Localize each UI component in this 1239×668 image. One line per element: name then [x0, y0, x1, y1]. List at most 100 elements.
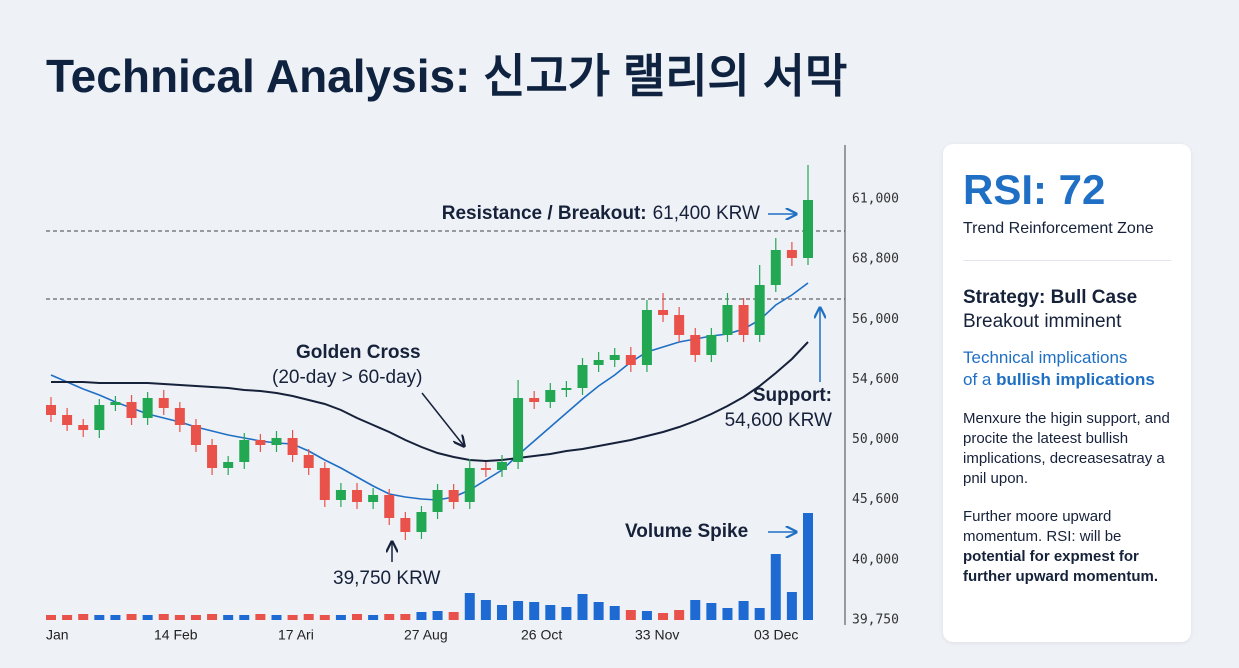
volume-bar: [190, 615, 201, 620]
volume-bar: [561, 607, 572, 620]
volume-bar: [496, 605, 507, 620]
y-tick-label: 61,000: [852, 192, 899, 207]
candle-body: [803, 200, 813, 258]
implications: Technical implications of a bullish impli…: [963, 347, 1171, 391]
candle-body: [174, 408, 185, 425]
volume-bar: [754, 608, 765, 620]
volume-bar: [94, 615, 105, 620]
x-tick-label: 14 Feb: [154, 627, 198, 643]
volume-bar: [625, 610, 636, 620]
rsi: RSI: 72: [963, 166, 1106, 213]
volume-bar: [207, 614, 218, 620]
volume-bar: [110, 615, 121, 620]
volume-bar: [706, 603, 717, 620]
x-tick-label: Jan: [46, 627, 69, 643]
volume-bar: [319, 615, 330, 620]
candle-body: [770, 250, 781, 285]
volume-bar: [529, 602, 540, 620]
candle-body: [706, 335, 717, 355]
support-label: Support:: [753, 385, 832, 406]
strategy-note: Breakout imminent: [963, 311, 1122, 332]
x-tick-label: 26 Oct: [521, 627, 562, 643]
candle-body: [319, 468, 330, 500]
x-tick-label: 27 Aug: [404, 627, 448, 643]
volume-bar: [223, 615, 234, 620]
volume-bar: [174, 615, 185, 620]
y-tick-label: 68,800: [852, 252, 899, 267]
candle-body: [303, 455, 314, 468]
candle-body: [464, 468, 475, 502]
golden-cross: Golden Cross: [296, 342, 421, 363]
volume-bar: [46, 615, 56, 620]
y-tick-label: 56,000: [852, 312, 899, 327]
moving-average: [51, 341, 809, 463]
support-label: 54,600 KRW: [725, 410, 832, 431]
text: bullish implications: [996, 370, 1155, 389]
volume-bar: [400, 614, 411, 620]
candle-body: [529, 398, 540, 402]
candle-body: [432, 490, 443, 512]
y-tick-label: 40,000: [852, 552, 899, 567]
candle-body: [545, 390, 556, 402]
text: 61,400 KRW: [653, 203, 760, 224]
y-tick-label: 50,000: [852, 432, 899, 447]
candle-body: [46, 405, 56, 415]
candle-body: [126, 402, 137, 418]
paragraph: Menxure the higin support, and procite t…: [963, 410, 1170, 487]
candle-body: [94, 405, 105, 430]
strategy: Strategy: Bull Case: [963, 287, 1138, 308]
arrow: [421, 392, 464, 446]
volume-bar: [658, 613, 669, 620]
candle-body: [609, 355, 620, 360]
volume-bar: [416, 612, 427, 620]
candle-body: [142, 398, 153, 418]
volume-bar: [126, 614, 137, 620]
y-tick-label: 54,600: [852, 372, 899, 387]
candle-body: [561, 388, 572, 390]
candle-body: [62, 415, 73, 425]
candle-body: [78, 425, 89, 430]
candle-body: [625, 355, 636, 365]
candle-body: [641, 310, 652, 365]
moving-average: [50, 282, 809, 501]
volume-bar: [770, 554, 781, 620]
volume-bar: [239, 615, 250, 620]
volume-bar: [448, 612, 459, 620]
volume-bar: [464, 593, 475, 620]
paragraph: Further moore upward momentum. RSI: will…: [963, 507, 1171, 587]
candle-body: [416, 512, 427, 532]
candle-body: [577, 365, 588, 388]
x-tick-label: 33 Nov: [635, 627, 679, 643]
candle-body: [722, 305, 733, 335]
candle-body: [690, 335, 701, 355]
volume-spike: Volume Spike: [625, 521, 748, 542]
candle-body: [255, 440, 266, 445]
candle-body: [674, 315, 685, 335]
text: Resistance / Breakout:: [442, 203, 647, 224]
volume-bar: [577, 594, 588, 620]
golden-cross-note: (20-day > 60-day): [272, 367, 423, 388]
candle-body: [207, 445, 218, 468]
candle-body: [158, 398, 169, 408]
candle-body: [384, 495, 395, 518]
candle-body: [448, 490, 459, 502]
candle-body: [593, 360, 604, 365]
x-tick-label: 03 Dec: [754, 627, 798, 643]
candle-body: [335, 490, 346, 500]
volume-bar: [545, 605, 556, 620]
candle-body: [352, 490, 363, 502]
text: potential for expmest for further upward…: [963, 548, 1159, 585]
candle-body: [287, 438, 298, 455]
volume-bar: [609, 606, 620, 620]
volume-bar: [158, 614, 169, 620]
divider: [963, 260, 1171, 261]
text: of a: [963, 370, 997, 389]
candle-body: [400, 518, 411, 532]
title: Technical Analysis: 신고가 랠리의 서막: [46, 50, 847, 102]
volume-bar: [62, 615, 73, 620]
volume-bar: [384, 614, 395, 620]
candle-body: [658, 310, 669, 315]
candle-body: [223, 462, 234, 468]
